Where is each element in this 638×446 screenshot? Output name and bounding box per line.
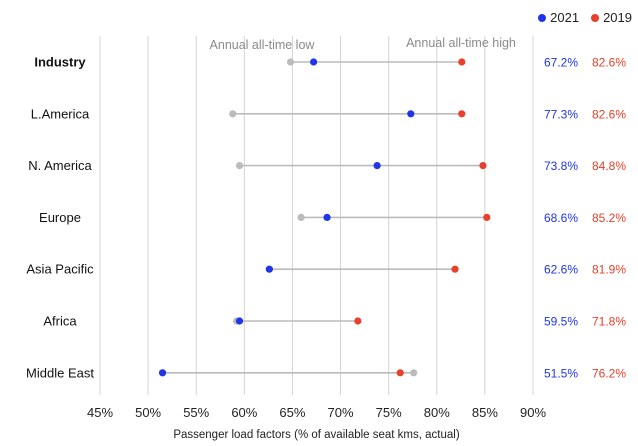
all-time-low-point [229,110,237,118]
value-label-2019: 71.8% [592,315,626,329]
category-label: N. America [28,158,92,173]
x-tick-label: 80% [424,405,450,420]
value-label-2019: 81.9% [592,263,626,277]
all-time-low-point [286,58,295,66]
category-label: Middle East [26,365,94,380]
point-2021 [265,265,273,273]
point-2021 [323,213,331,221]
annotation-all-time-high: Annual all-time high [406,36,516,50]
x-tick-label: 60% [231,405,257,420]
category-label: Europe [39,210,81,225]
value-label-2019: 82.6% [592,56,626,70]
value-label-2019: 84.8% [592,159,626,173]
x-tick-label: 85% [472,405,498,420]
all-time-low-point [235,162,244,170]
category-label: Asia Pacific [26,262,94,277]
x-tick-label: 55% [183,405,209,420]
value-label-2021: 59.5% [544,315,578,329]
point-2019 [396,369,404,377]
legend-label-2021: 2021 [550,10,580,25]
value-label-2021: 77.3% [544,107,578,121]
category-label: Industry [34,55,86,70]
legend-item-2019: 2019 [591,10,632,25]
point-2021 [158,369,167,377]
point-2021 [235,317,244,325]
category-label: Africa [43,314,77,329]
point-2021 [310,58,318,66]
category-label: L.America [31,106,90,121]
value-label-2019: 82.6% [592,107,626,121]
point-2019 [451,265,459,273]
all-time-high-point [410,369,418,377]
value-label-2021: 68.6% [544,211,578,225]
x-tick-label: 50% [135,405,161,420]
value-label-2019: 85.2% [592,211,626,225]
point-2019 [458,110,466,118]
legend-dot-2019-icon [591,13,600,22]
legend-dot-2021-icon [538,13,547,22]
point-2019 [354,317,362,325]
value-label-2021: 51.5% [544,366,578,380]
x-tick-label: 90% [520,405,546,420]
legend-label-2019: 2019 [603,10,632,25]
value-label-2019: 76.2% [592,366,626,380]
point-2021 [407,110,415,118]
legend-item-2021: 2021 [538,10,579,25]
all-time-low-point [297,213,305,221]
value-label-2021: 73.8% [544,159,578,173]
x-tick-label: 75% [376,405,402,420]
x-tick-label: 65% [279,405,305,420]
x-tick-label: 70% [328,405,354,420]
point-2019 [483,213,491,221]
point-2021 [373,162,381,170]
value-label-2021: 62.6% [544,263,578,277]
point-2019 [458,58,466,66]
chart-legend: 2021 2019 [538,10,632,25]
x-axis-title: Passenger load factors (% of available s… [173,429,460,441]
point-2019 [479,162,487,170]
x-tick-label: 45% [87,405,113,420]
value-label-2021: 67.2% [544,56,578,70]
annotation-all-time-low: Annual all-time low [210,38,316,52]
